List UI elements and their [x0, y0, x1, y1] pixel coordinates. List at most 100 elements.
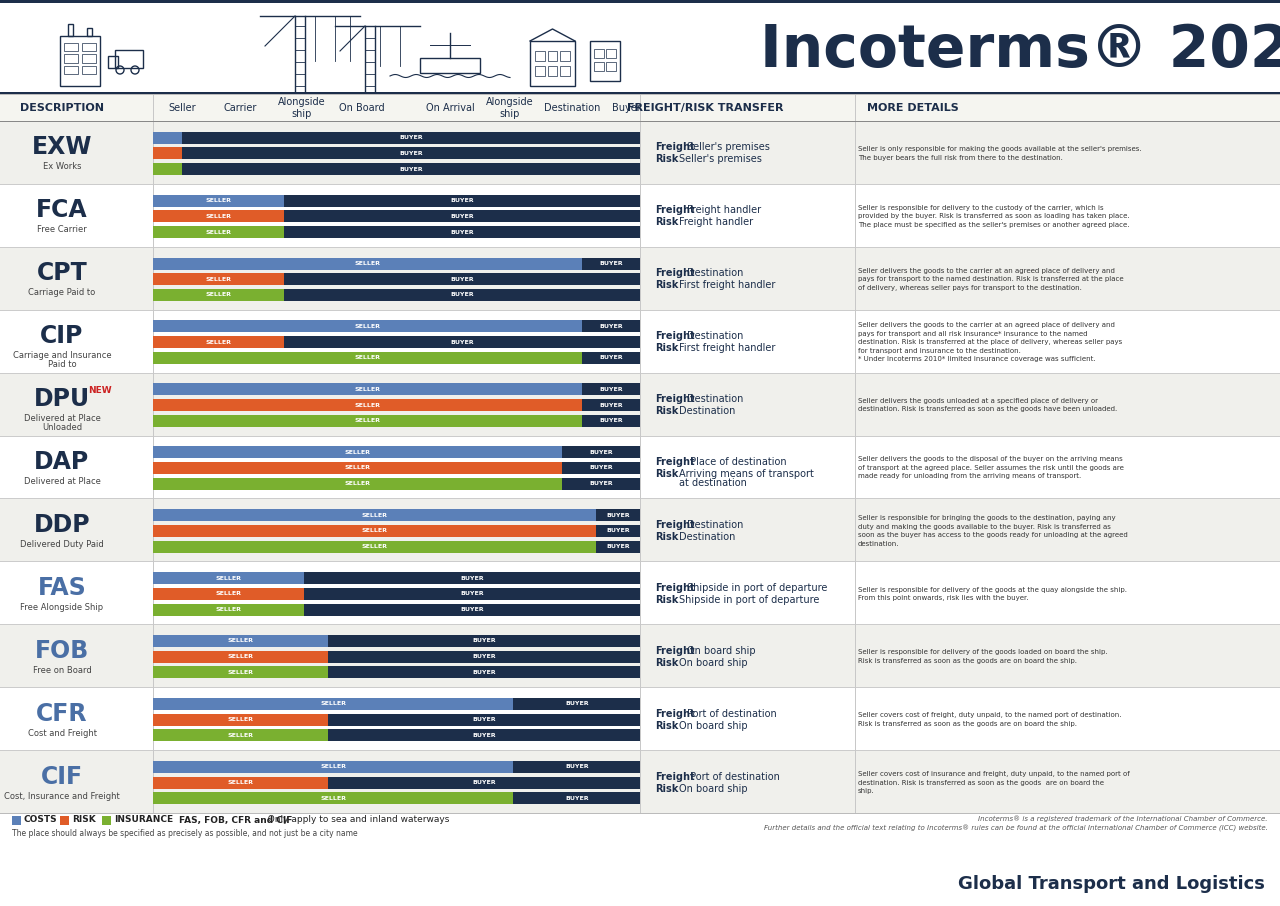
Text: CIF: CIF [41, 765, 83, 788]
Text: destination. Risk is transferred as soon as the goods  are on board the: destination. Risk is transferred as soon… [858, 779, 1103, 786]
Bar [581, 257, 640, 269]
Text: BUYER: BUYER [399, 167, 422, 171]
Bar [154, 462, 562, 474]
Bar [154, 792, 513, 805]
Text: SELLER: SELLER [344, 466, 370, 470]
Text: Freight: Freight [655, 457, 695, 467]
Text: Seller covers cost of insurance and freight, duty unpaid, to the named port of: Seller covers cost of insurance and frei… [858, 771, 1130, 777]
Bar [559, 51, 570, 62]
Bar [0, 437, 1280, 499]
Text: SELLER: SELLER [206, 214, 232, 219]
Text: EXW: EXW [32, 136, 92, 159]
Text: Place of destination: Place of destination [687, 457, 787, 467]
Bar [154, 541, 596, 553]
Bar [154, 447, 562, 458]
Bar [0, 122, 1280, 185]
Bar [0, 248, 1280, 311]
Text: DPU: DPU [35, 387, 90, 411]
Bar [328, 714, 640, 726]
Text: destination.: destination. [858, 541, 900, 546]
Text: FAS, FOB, CFR and CIF: FAS, FOB, CFR and CIF [179, 815, 292, 824]
Text: From this point onwards, risk lies with the buyer.: From this point onwards, risk lies with … [858, 595, 1029, 601]
Text: On Arrival: On Arrival [426, 103, 475, 113]
Text: CIP: CIP [40, 324, 83, 348]
Bar [0, 813, 1280, 814]
Bar [0, 750, 1280, 751]
Text: Risk: Risk [655, 658, 678, 668]
Bar [154, 667, 328, 679]
Bar [60, 36, 100, 86]
Text: Alongside
ship: Alongside ship [486, 97, 534, 119]
Bar [0, 120, 1280, 122]
Bar [535, 65, 545, 76]
Text: Risk: Risk [655, 595, 678, 605]
Text: Delivered at Place: Delivered at Place [23, 414, 100, 423]
Text: Destination: Destination [544, 103, 600, 113]
Bar [0, 687, 1280, 689]
Text: Carriage Paid to: Carriage Paid to [28, 288, 96, 297]
Text: MORE DETAILS: MORE DETAILS [867, 103, 959, 113]
Text: DESCRIPTION: DESCRIPTION [20, 103, 104, 113]
Text: Further details and the official text relating to Incoterms® rules can be found : Further details and the official text re… [764, 824, 1268, 832]
Text: * Under Incoterms 2010* limited insurance coverage was sufficient.: * Under Incoterms 2010* limited insuranc… [858, 356, 1096, 362]
Text: Freight: Freight [655, 583, 695, 593]
Text: BUYER: BUYER [589, 449, 613, 455]
Text: SELLER: SELLER [320, 701, 346, 707]
Bar [108, 56, 118, 68]
Bar [284, 274, 640, 285]
Bar [182, 148, 640, 159]
Text: Shipside in port of departure: Shipside in port of departure [687, 583, 827, 593]
Bar [154, 588, 303, 600]
Text: Seller is responsible for bringing the goods to the destination, paying any: Seller is responsible for bringing the g… [858, 516, 1116, 521]
Bar [0, 498, 1280, 499]
Bar [64, 66, 78, 74]
Text: Port of destination: Port of destination [687, 772, 780, 782]
Bar [562, 447, 640, 458]
Bar [303, 588, 640, 600]
Bar [581, 400, 640, 411]
Bar [594, 49, 604, 58]
Text: SELLER: SELLER [228, 780, 253, 785]
Bar [0, 184, 1280, 185]
Bar [154, 148, 182, 159]
Bar [0, 373, 1280, 437]
Text: for transport and insurance to the destination.: for transport and insurance to the desti… [858, 348, 1021, 353]
Bar [548, 65, 557, 76]
Bar [581, 321, 640, 333]
Text: Destination: Destination [678, 532, 736, 542]
Text: Freight: Freight [655, 268, 695, 278]
Text: The place should always be specified as precisely as possible, and not just be a: The place should always be specified as … [12, 830, 357, 838]
Bar [154, 714, 328, 726]
Bar [596, 509, 640, 521]
Text: SELLER: SELLER [228, 733, 253, 737]
Text: Ex Works: Ex Works [42, 162, 81, 171]
Text: Cost, Insurance and Freight: Cost, Insurance and Freight [4, 792, 120, 801]
Text: BUYER: BUYER [472, 718, 495, 722]
Bar [284, 210, 640, 222]
Text: Seller: Seller [168, 103, 196, 113]
Text: Freight: Freight [655, 206, 695, 216]
Text: BUYER: BUYER [564, 701, 589, 707]
Text: Delivered Duty Paid: Delivered Duty Paid [20, 540, 104, 549]
Bar [284, 226, 640, 238]
Bar [535, 51, 545, 62]
Text: BUYER: BUYER [472, 670, 495, 675]
Text: Freight: Freight [655, 708, 695, 718]
Bar [154, 572, 303, 584]
Text: Free on Board: Free on Board [32, 666, 91, 675]
Text: Risk: Risk [655, 469, 678, 479]
Bar [0, 185, 1280, 248]
Bar [0, 0, 1280, 94]
Bar [328, 776, 640, 788]
Text: made ready for unloading from the arriving means of transport.: made ready for unloading from the arrivi… [858, 474, 1082, 479]
Bar [0, 813, 1280, 814]
Bar [562, 477, 640, 490]
Text: SELLER: SELLER [344, 449, 370, 455]
Bar [284, 336, 640, 348]
Text: Shipside in port of departure: Shipside in port of departure [678, 595, 819, 605]
Text: BUYER: BUYER [589, 466, 613, 470]
Bar [328, 651, 640, 662]
Text: Risk: Risk [655, 784, 678, 794]
Bar [87, 28, 92, 36]
Bar [0, 751, 1280, 814]
